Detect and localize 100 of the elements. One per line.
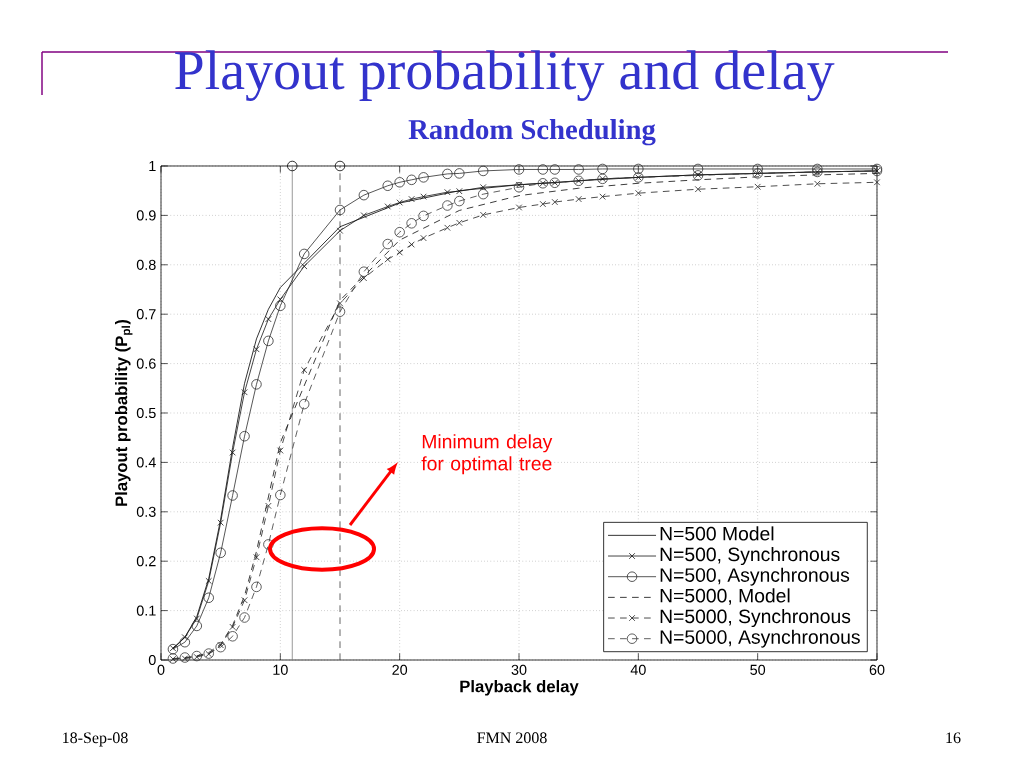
point: [454, 168, 465, 179]
point: [478, 188, 489, 200]
point: [253, 346, 260, 353]
point: [420, 234, 427, 242]
y-tick-label: 0.9: [136, 210, 156, 221]
point: [537, 164, 549, 175]
point: [575, 195, 582, 203]
point: [334, 204, 346, 216]
point: [179, 637, 191, 648]
point: [251, 379, 262, 390]
point: [251, 581, 262, 593]
point: [454, 195, 465, 207]
point: [217, 641, 224, 649]
point: [633, 163, 644, 175]
legend-label: N=500, Asynchronous: [660, 567, 850, 586]
y-tick-label: 0.4: [136, 457, 156, 468]
point: [300, 366, 308, 374]
point: [253, 554, 260, 561]
point: [181, 634, 189, 641]
y-tick-label: 0.6: [136, 358, 156, 369]
y-tick-label: 0.3: [136, 506, 156, 517]
point: [515, 181, 523, 188]
point: [299, 248, 310, 260]
y-tick-label: 0.1: [136, 605, 156, 616]
text: 18-Sep-08: [63, 732, 128, 747]
point: [336, 300, 344, 307]
point: [873, 179, 881, 186]
point: [420, 193, 427, 200]
y-tick-label: 0.8: [136, 259, 156, 270]
point: [358, 266, 370, 277]
y-tick-label: 0.5: [136, 407, 156, 419]
point: [539, 200, 547, 208]
point: [394, 226, 405, 238]
point: [408, 195, 415, 203]
point: [360, 212, 368, 219]
point: [229, 449, 236, 456]
point: [513, 164, 525, 175]
point: [241, 597, 248, 604]
chart-title: Playout probability and delay: [175, 50, 835, 102]
point: [549, 164, 560, 175]
point: [752, 163, 763, 175]
point: [479, 211, 487, 219]
point: [275, 300, 286, 311]
x-tick-label: 20: [392, 664, 408, 675]
point: [203, 592, 214, 603]
point: [382, 180, 393, 191]
point: [418, 210, 429, 222]
point: [573, 164, 584, 175]
y-tick-label: 0.2: [136, 556, 156, 567]
point: [263, 539, 274, 550]
point: [754, 183, 761, 190]
point: [396, 249, 403, 256]
point: [513, 182, 525, 193]
legend-label: N=500, Synchronous: [660, 547, 840, 566]
legend-label: N=5000, Synchronous: [660, 609, 851, 628]
point: [382, 238, 393, 250]
point: [241, 389, 248, 396]
point: [635, 189, 642, 197]
point: [814, 180, 821, 188]
point: [275, 489, 286, 501]
point: [456, 187, 463, 195]
point: [406, 174, 417, 186]
point: [515, 204, 523, 211]
point: [277, 447, 284, 454]
point: [217, 519, 224, 526]
x-tick-label: 50: [750, 664, 766, 675]
point: [265, 315, 272, 323]
point: [384, 203, 391, 210]
point: [263, 335, 274, 347]
point: [205, 577, 212, 585]
point: [694, 185, 702, 193]
point: [479, 184, 487, 191]
text: FMN 2008: [477, 732, 547, 744]
point: [442, 200, 453, 211]
point: [336, 227, 344, 234]
y-tick-label: 1: [149, 161, 156, 171]
point: [358, 189, 370, 201]
point: [334, 160, 346, 172]
point: [229, 623, 236, 631]
point: [265, 502, 272, 510]
point: [406, 218, 417, 229]
point: [599, 193, 606, 200]
y-tick-label: 0: [148, 654, 156, 666]
x-tick-label: 60: [869, 664, 885, 675]
point: [239, 431, 250, 442]
x-tick-label: 40: [630, 664, 646, 675]
y-tick-label: 0.7: [136, 309, 156, 320]
point: [394, 177, 405, 188]
chart-subtitle: Random Scheduling: [408, 119, 656, 146]
point: [442, 168, 453, 180]
point: [692, 163, 704, 175]
point: [227, 490, 238, 501]
point: [287, 160, 298, 172]
point: [300, 263, 308, 270]
point: [191, 620, 202, 632]
y-axis-title: Playout probability (P$_{pl}$): [115, 319, 133, 506]
point: [444, 188, 451, 196]
point: [384, 256, 391, 263]
point: [227, 631, 238, 642]
x-axis-title: Playback delay: [460, 680, 579, 696]
